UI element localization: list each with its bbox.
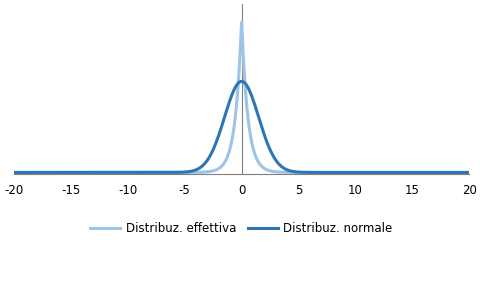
Legend: Distribuz. effettiva, Distribuz. normale: Distribuz. effettiva, Distribuz. normale <box>85 217 396 240</box>
